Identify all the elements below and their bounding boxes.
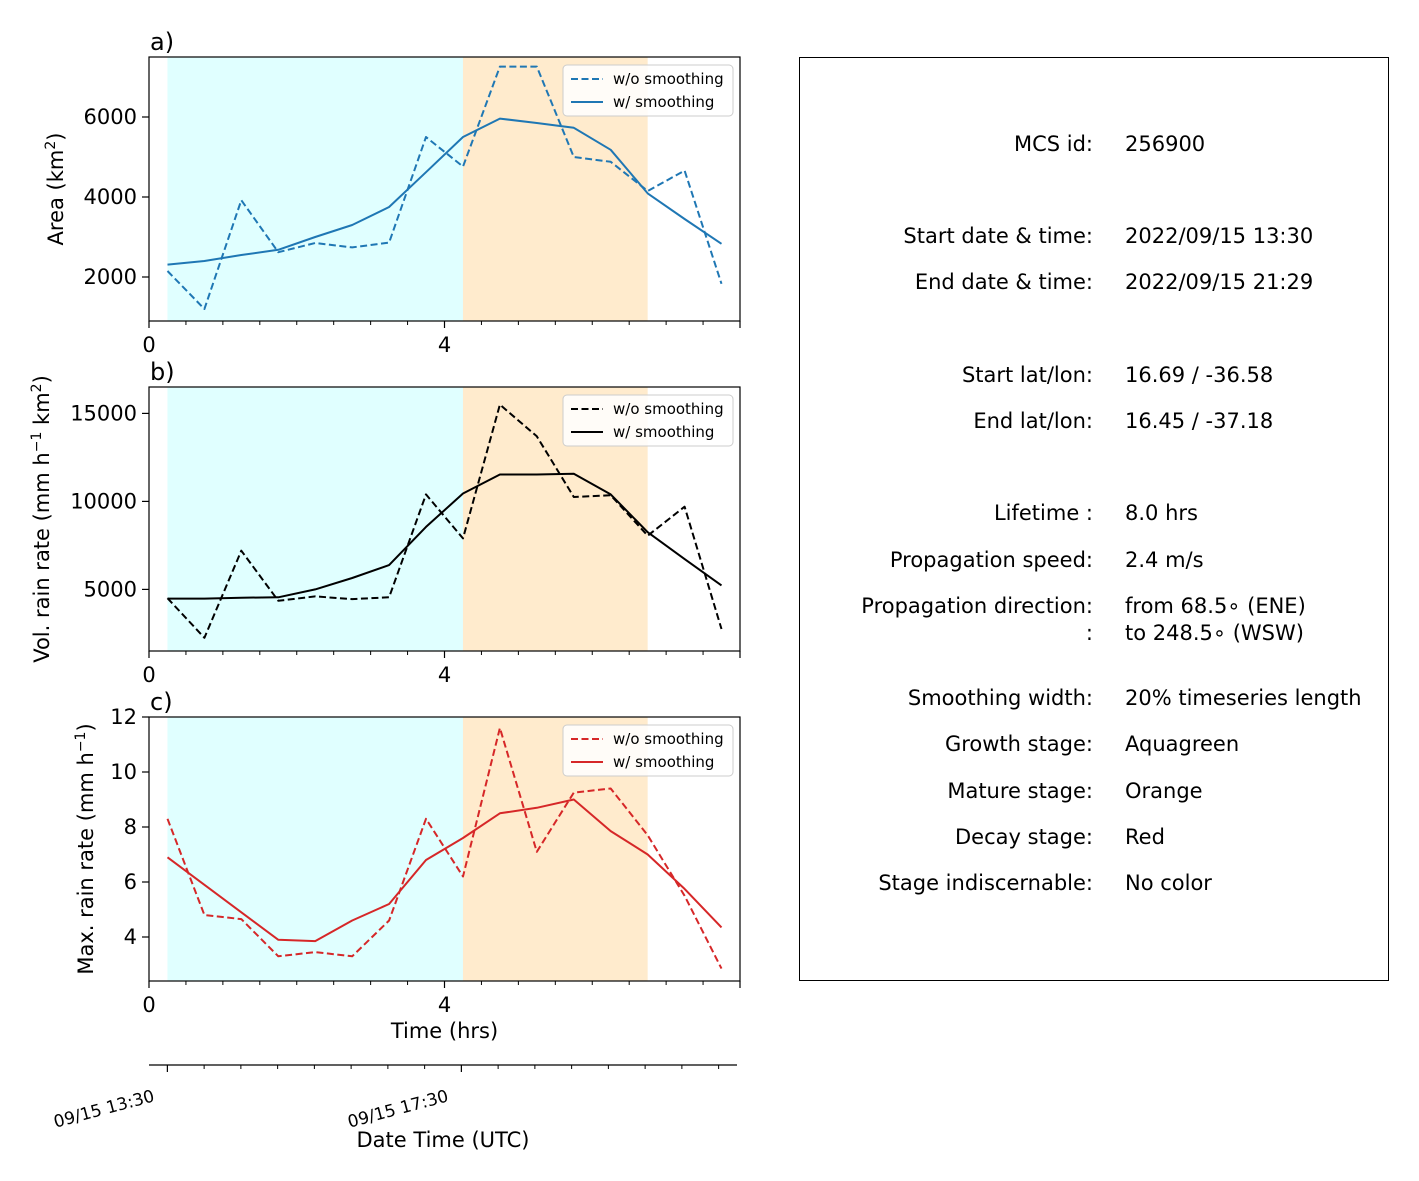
info-label: Lifetime : xyxy=(993,501,1093,525)
info-value: Aquagreen xyxy=(1125,732,1240,756)
info-row-propagation-speed: Propagation speed: 2.4 m/s xyxy=(800,548,1388,574)
info-value: Orange xyxy=(1125,779,1203,803)
y-tick-label: 10000 xyxy=(70,489,137,513)
panel-maxrain: 4 6 8 10 12 0 4 c) Max. rain rate (mm h−1) Time (… xyxy=(73,688,741,1043)
legend-box xyxy=(562,64,734,117)
info-value: 2.4 m/s xyxy=(1125,548,1204,572)
info-row-mature-stage: Mature stage: Orange xyxy=(800,779,1388,805)
y-axis-label: Area (km2) xyxy=(43,133,68,246)
info-label: Mature stage: xyxy=(947,779,1093,803)
x-tick-label: 4 xyxy=(438,333,451,357)
panel-volrain: 5000 10000 15000 0 4 b) Vol. rain rate (mm h−1… xyxy=(29,358,741,687)
info-row-start-time: Start date & time: 2022/09/15 13:30 xyxy=(800,224,1388,250)
growth-stage-shading xyxy=(167,57,463,321)
legend: w/o smoothing w/ smoothing xyxy=(562,724,734,777)
y-tick-label: 15000 xyxy=(70,401,137,425)
info-row-end-latlon: End lat/lon: 16.45 / -37.18 xyxy=(800,409,1388,435)
info-value: 20% timeseries length xyxy=(1125,686,1362,710)
x-tick-label: 0 xyxy=(142,993,155,1017)
info-label: Stage indiscernable: xyxy=(878,871,1093,895)
y-tick-label: 10 xyxy=(110,760,137,784)
y-tick-label: 12 xyxy=(110,705,137,729)
y-tick-label: 6 xyxy=(124,870,137,894)
info-row-decay-stage: Decay stage: Red xyxy=(800,825,1388,851)
legend-box xyxy=(562,394,734,447)
y-axis-label: Max. rain rate (mm h−1) xyxy=(73,723,98,974)
x-tick-label: 4 xyxy=(438,993,451,1017)
info-row-propagation-direction-to: : to 248.5∘ (WSW) xyxy=(800,621,1388,647)
series-line-smoothed xyxy=(166,798,723,943)
datetime-axis-label: Date Time (UTC) xyxy=(357,1128,530,1152)
info-label: Smoothing width: xyxy=(907,686,1093,710)
series-line-raw xyxy=(166,65,723,310)
panel-label: c) xyxy=(150,688,173,716)
y-axis-label: Vol. rain rate (mm h−1 km2) xyxy=(29,375,54,663)
info-label: Start lat/lon: xyxy=(961,363,1093,387)
info-row-start-latlon: Start lat/lon: 16.69 / -36.58 xyxy=(800,363,1388,389)
y-tick-label: 4 xyxy=(124,925,137,949)
info-label: : xyxy=(1085,621,1093,645)
y-tick-label: 6000 xyxy=(84,105,137,129)
growth-stage-shading xyxy=(167,387,463,651)
y-tick-label: 8 xyxy=(124,815,137,839)
y-tick-label: 5000 xyxy=(84,577,137,601)
info-value: No color xyxy=(1125,871,1212,895)
mcs-info-panel: MCS id: 256900 Start date & time: 2022/0… xyxy=(799,57,1389,981)
series-line-smoothed xyxy=(167,472,723,600)
info-label: Growth stage: xyxy=(944,732,1093,756)
info-row-smoothing-width: Smoothing width: 20% timeseries length xyxy=(800,686,1388,712)
datetime-tick-label: 09/15 13:30 xyxy=(52,1087,157,1133)
y-tick-label: 2000 xyxy=(84,265,137,289)
panel-label: b) xyxy=(150,358,175,386)
series-line-smoothed xyxy=(167,117,723,266)
info-label: MCS id: xyxy=(1013,132,1093,156)
info-row-end-time: End date & time: 2022/09/15 21:29 xyxy=(800,270,1388,296)
info-label: Propagation speed: xyxy=(889,548,1093,572)
series-line-raw xyxy=(166,727,723,970)
info-value: 256900 xyxy=(1125,132,1206,156)
growth-stage-shading xyxy=(167,717,463,981)
info-row-stage-indiscernable: Stage indiscernable: No color xyxy=(800,871,1388,897)
info-label: Propagation direction: xyxy=(861,594,1093,618)
legend-label: w/o smoothing xyxy=(613,400,724,418)
x-axis-label: Time (hrs) xyxy=(390,1019,498,1043)
legend-label: w/ smoothing xyxy=(613,93,714,111)
x-tick-label: 4 xyxy=(438,663,451,687)
info-value: 2022/09/15 13:30 xyxy=(1125,224,1314,248)
info-row-propagation-direction: Propagation direction: from 68.5∘ (ENE) xyxy=(800,594,1388,620)
info-label: Start date & time: xyxy=(903,224,1093,248)
legend-box xyxy=(562,724,734,777)
series-line-raw xyxy=(166,403,723,639)
datetime-tick-label: 09/15 17:30 xyxy=(346,1087,451,1133)
legend-label: w/ smoothing xyxy=(613,753,714,771)
info-value: from 68.5∘ (ENE) xyxy=(1125,594,1306,618)
legend-label: w/o smoothing xyxy=(613,730,724,748)
legend: w/o smoothing w/ smoothing xyxy=(562,394,734,447)
panel-label: a) xyxy=(150,28,174,56)
y-tick-label: 4000 xyxy=(84,185,137,209)
info-value: 16.45 / -37.18 xyxy=(1125,409,1274,433)
info-label: Decay stage: xyxy=(955,825,1093,849)
x-tick-label: 0 xyxy=(142,663,155,687)
info-value: Red xyxy=(1125,825,1165,849)
legend-label: w/ smoothing xyxy=(613,423,714,441)
info-row-growth-stage: Growth stage: Aquagreen xyxy=(800,732,1388,758)
info-value: 2022/09/15 21:29 xyxy=(1125,270,1314,294)
info-value: 8.0 hrs xyxy=(1125,501,1198,525)
info-label: End date & time: xyxy=(914,270,1093,294)
info-label: End lat/lon: xyxy=(973,409,1093,433)
info-value: to 248.5∘ (WSW) xyxy=(1125,621,1304,645)
legend-label: w/o smoothing xyxy=(613,70,724,88)
legend: w/o smoothing w/ smoothing xyxy=(562,64,734,117)
info-value: 16.69 / -36.58 xyxy=(1125,363,1274,387)
info-row-lifetime: Lifetime : 8.0 hrs xyxy=(800,501,1388,527)
x-tick-label: 0 xyxy=(142,333,155,357)
info-row-mcs-id: MCS id: 256900 xyxy=(800,132,1388,158)
